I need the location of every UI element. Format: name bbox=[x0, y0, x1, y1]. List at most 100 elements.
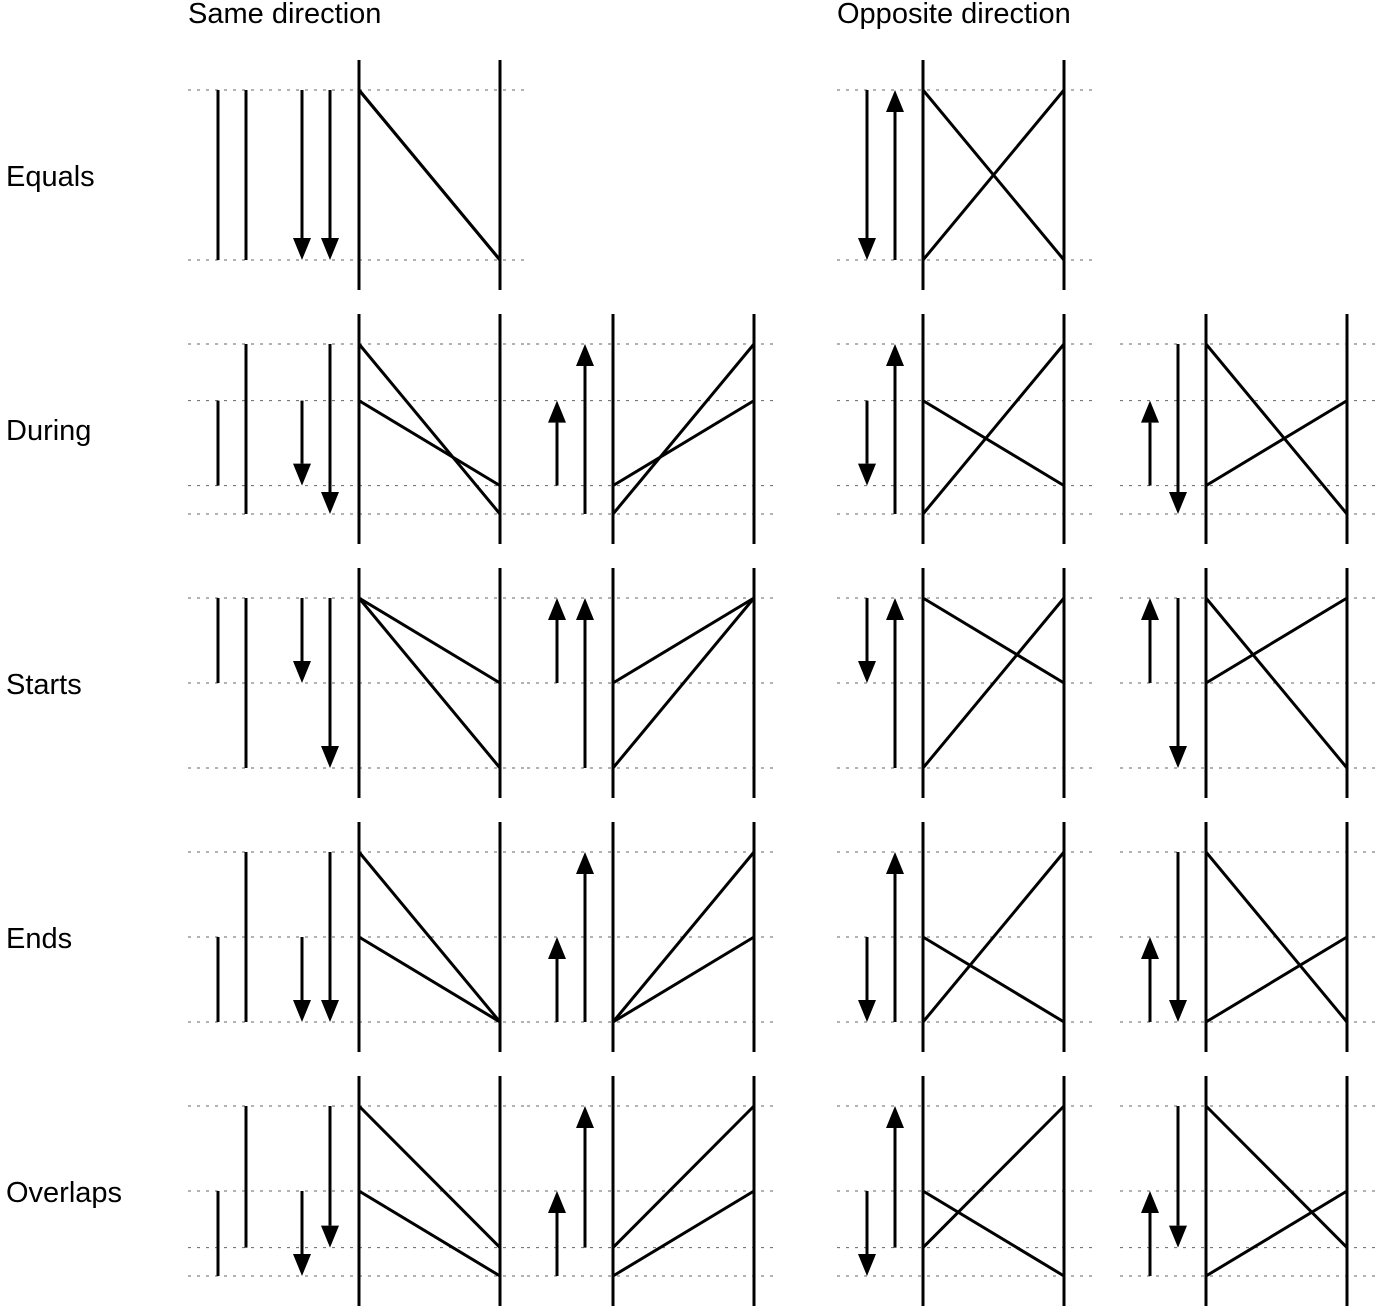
connector-a bbox=[612, 1189, 755, 1278]
connector-a bbox=[358, 399, 501, 487]
group-opposite-b bbox=[1120, 822, 1376, 1052]
interval-arrow-b-head bbox=[886, 90, 904, 112]
interval-arrow-a-head bbox=[1141, 598, 1159, 620]
connector-b bbox=[921, 343, 1066, 515]
connector-b bbox=[1204, 1104, 1349, 1249]
interval-arrow-b-head bbox=[321, 492, 339, 514]
interval-arrow-a-head bbox=[858, 661, 876, 683]
group-opposite-a bbox=[837, 1076, 1094, 1306]
connector-a bbox=[612, 935, 755, 1024]
interval-arrow-a-head bbox=[548, 937, 566, 959]
connector-b bbox=[611, 851, 756, 1023]
interval-arrow-b-head bbox=[1169, 746, 1187, 768]
header-same-direction: Same direction bbox=[188, 0, 381, 30]
interval-arrow-a-head bbox=[293, 661, 311, 683]
row-label: Starts bbox=[6, 669, 82, 701]
interval-arrow-b-head bbox=[576, 344, 594, 366]
connector-b bbox=[611, 343, 756, 515]
relation-row-during: During bbox=[6, 314, 1376, 544]
interval-arrow-b-head bbox=[1169, 1225, 1187, 1248]
connector-a bbox=[612, 399, 755, 487]
interval-arrow-a-head bbox=[293, 1000, 311, 1022]
interval-arrow-a-head bbox=[1141, 1191, 1159, 1213]
row-label: Ends bbox=[6, 923, 72, 955]
connector-a bbox=[358, 935, 501, 1024]
interval-arrow-a-head bbox=[293, 1254, 311, 1276]
interval-arrow-b-head bbox=[886, 598, 904, 620]
interval-arrow-a-head bbox=[548, 598, 566, 620]
interval-arrow-a-head bbox=[858, 238, 876, 260]
group-opposite-a bbox=[837, 60, 1094, 290]
interval-arrow-b-head bbox=[886, 1106, 904, 1128]
group-same-a bbox=[188, 568, 524, 798]
row-label: Overlaps bbox=[6, 1177, 122, 1209]
interval-arrow-a-head bbox=[293, 463, 311, 486]
connector-b bbox=[1204, 597, 1349, 769]
connector-a bbox=[922, 935, 1065, 1024]
group-opposite-b bbox=[1120, 314, 1376, 544]
connector-a bbox=[358, 1189, 501, 1278]
interval-arrow-a-head bbox=[1141, 400, 1159, 423]
interval-arrow-b-head bbox=[576, 852, 594, 874]
connector-b bbox=[357, 343, 502, 515]
group-same-b bbox=[527, 1076, 778, 1306]
group-opposite-b bbox=[1120, 568, 1376, 798]
connector-b bbox=[921, 1104, 1066, 1249]
group-same-a bbox=[188, 314, 524, 544]
connector-b bbox=[1204, 343, 1349, 515]
connector-a bbox=[1205, 596, 1348, 685]
interval-arrow-b-head bbox=[1169, 1000, 1187, 1022]
interval-arrow-b-head bbox=[321, 1225, 339, 1248]
interval-arrow-a-head bbox=[858, 1000, 876, 1022]
group-same-b bbox=[527, 314, 778, 544]
relation-rows: Equals During Starts Ends Overlaps bbox=[6, 60, 1376, 1306]
interval-arrow-b-head bbox=[1169, 492, 1187, 514]
connector-b bbox=[357, 89, 502, 261]
connector-b bbox=[611, 597, 756, 769]
connector-b bbox=[611, 1104, 756, 1249]
interval-arrow-b-head bbox=[886, 852, 904, 874]
connector-a bbox=[612, 596, 755, 685]
interval-arrow-a-head bbox=[858, 1254, 876, 1276]
connector-b bbox=[357, 851, 502, 1023]
relation-row-equals: Equals bbox=[6, 60, 1094, 290]
connector-a bbox=[358, 596, 501, 685]
group-same-a bbox=[188, 1076, 524, 1306]
connector-a bbox=[922, 1189, 1065, 1278]
relation-row-overlaps: Overlaps bbox=[6, 1076, 1376, 1306]
group-same-b bbox=[527, 822, 778, 1052]
interval-arrow-a-head bbox=[858, 463, 876, 486]
interval-arrow-a-head bbox=[1141, 937, 1159, 959]
interval-arrow-b-head bbox=[321, 746, 339, 768]
connector-b bbox=[1204, 851, 1349, 1023]
group-same-b bbox=[527, 568, 778, 798]
interval-arrow-a-head bbox=[548, 400, 566, 423]
connector-b bbox=[921, 89, 1066, 261]
row-label: Equals bbox=[6, 161, 95, 193]
relation-row-ends: Ends bbox=[6, 822, 1376, 1052]
interval-arrow-b-head bbox=[576, 1106, 594, 1128]
group-same-a bbox=[188, 822, 524, 1052]
group-same-a bbox=[188, 60, 524, 290]
interval-arrow-a-head bbox=[548, 1191, 566, 1213]
connector-a bbox=[1205, 1189, 1348, 1278]
connector-b bbox=[921, 597, 1066, 769]
connector-a bbox=[1205, 935, 1348, 1024]
connector-a bbox=[922, 596, 1065, 685]
connector-a bbox=[922, 399, 1065, 487]
header-opposite-direction: Opposite direction bbox=[837, 0, 1071, 30]
connector-b bbox=[921, 851, 1066, 1023]
interval-arrow-b-head bbox=[321, 238, 339, 260]
interval-arrow-b-head bbox=[321, 1000, 339, 1022]
connector-b bbox=[357, 1104, 502, 1249]
interval-arrow-a-head bbox=[293, 238, 311, 260]
connector-a bbox=[1205, 399, 1348, 487]
connector-b bbox=[357, 597, 502, 769]
group-opposite-b bbox=[1120, 1076, 1376, 1306]
group-opposite-a bbox=[837, 314, 1094, 544]
interval-arrow-b-head bbox=[576, 598, 594, 620]
group-opposite-a bbox=[837, 822, 1094, 1052]
row-label: During bbox=[6, 415, 91, 447]
group-opposite-a bbox=[837, 568, 1094, 798]
